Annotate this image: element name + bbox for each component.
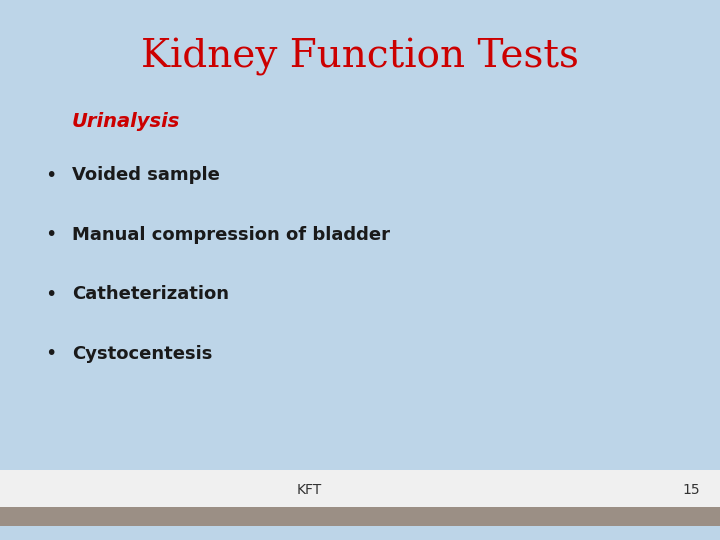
Text: KFT: KFT — [297, 483, 323, 497]
FancyBboxPatch shape — [0, 507, 720, 526]
Text: •: • — [45, 166, 56, 185]
Text: Manual compression of bladder: Manual compression of bladder — [72, 226, 390, 244]
Text: •: • — [45, 344, 56, 363]
Text: •: • — [45, 225, 56, 245]
FancyBboxPatch shape — [0, 470, 720, 508]
Text: Catheterization: Catheterization — [72, 285, 229, 303]
Text: Cystocentesis: Cystocentesis — [72, 345, 212, 363]
Text: 15: 15 — [683, 483, 700, 497]
Text: Urinalysis: Urinalysis — [72, 112, 181, 131]
Text: •: • — [45, 285, 56, 304]
Text: Kidney Function Tests: Kidney Function Tests — [141, 38, 579, 76]
Text: Voided sample: Voided sample — [72, 166, 220, 185]
FancyBboxPatch shape — [0, 526, 720, 540]
